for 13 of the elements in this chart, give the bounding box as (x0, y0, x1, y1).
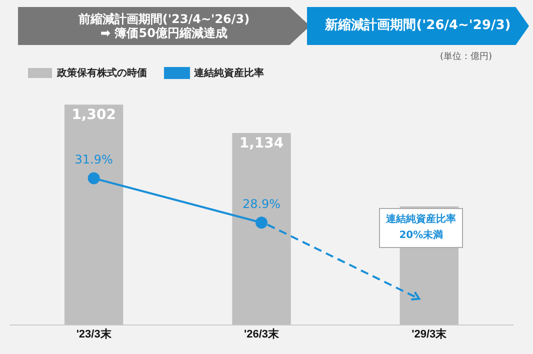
data-label: 1,302 (72, 107, 116, 124)
legend-label: 政策保有株式の時価 (56, 66, 147, 79)
text: 新縮減計画期間('26/4~'29/3) (307, 7, 529, 45)
annotation: 連結純資産比率 20%未満 (379, 208, 464, 248)
x-tick-label: '29/3末 (412, 327, 448, 340)
x-tick-label: '23/3末 (76, 327, 112, 340)
legend-label: 連結純資産比率 (193, 66, 264, 79)
data-label: 28.9% (242, 196, 281, 211)
text: 前縮減計画期間('23/4~'26/3) ➡ 簿価50億円縮減達成 (18, 7, 310, 45)
data-label: 31.9% (74, 152, 113, 166)
data-label: 1,134 (239, 136, 284, 152)
x-tick-label: '26/3末 (244, 327, 280, 340)
text: (単位：億円) (440, 50, 492, 63)
